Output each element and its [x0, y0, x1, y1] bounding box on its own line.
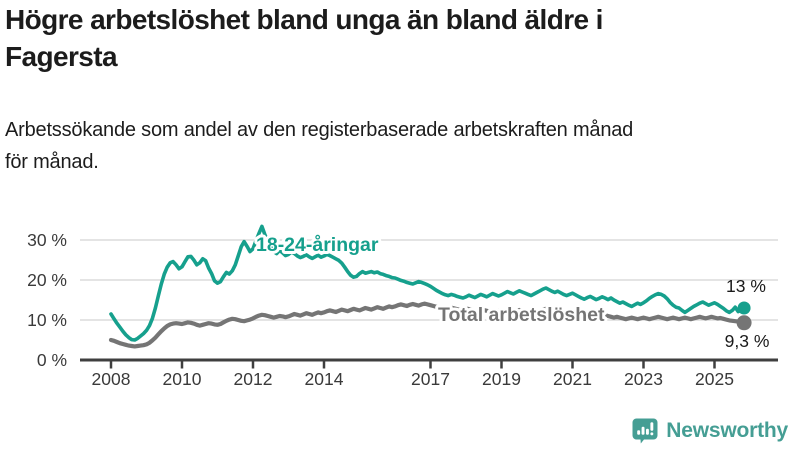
- y-tick-label: 10 %: [27, 310, 67, 330]
- chart-subtitle-line-1: Arbetssökande som andel av den registerb…: [5, 119, 634, 141]
- x-tick-label: 2019: [482, 369, 521, 389]
- page-title: Högre arbetslöshet bland unga än bland ä…: [5, 2, 765, 76]
- series-line-total: [108, 301, 747, 349]
- end-dot-youth: [737, 301, 751, 315]
- x-tick-label: 2021: [553, 369, 592, 389]
- y-tick-label: 0 %: [37, 350, 67, 370]
- series-label-total: Total arbetslöshet: [438, 304, 605, 326]
- x-tick-label: 2012: [234, 369, 273, 389]
- x-tick-label: 2023: [624, 369, 663, 389]
- series-label-youth: 18-24-åringar: [256, 233, 379, 256]
- y-tick-label: 30 %: [27, 230, 67, 250]
- page-title-line-2: Fagersta: [5, 40, 118, 72]
- x-tick-label: 2014: [305, 369, 344, 389]
- x-tick-label: 2025: [695, 369, 734, 389]
- chart-subtitle: Arbetssökande som andel av den registerb…: [5, 114, 800, 178]
- page-title-line-1: Högre arbetslöshet bland unga än bland ä…: [5, 4, 603, 35]
- end-value-label-youth: 13 %: [726, 276, 766, 296]
- x-tick-label: 2010: [163, 369, 202, 389]
- x-tick-label: 2017: [411, 369, 450, 389]
- newsworthy-logo-text: Newsworthy: [666, 418, 788, 442]
- x-tick-label: 2008: [92, 369, 131, 389]
- chart-subtitle-line-2: för månad.: [5, 151, 99, 173]
- newsworthy-logo-icon: [632, 418, 658, 444]
- y-tick-label: 20 %: [27, 270, 67, 290]
- end-value-label-total: 9,3 %: [725, 331, 770, 351]
- series-line-youth: [109, 224, 746, 342]
- newsworthy-logo[interactable]: Newsworthy: [631, 417, 788, 444]
- end-dot-total: [736, 315, 752, 331]
